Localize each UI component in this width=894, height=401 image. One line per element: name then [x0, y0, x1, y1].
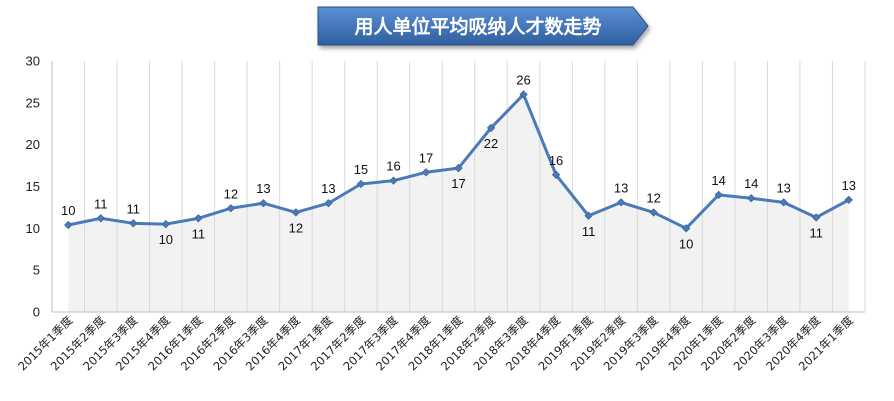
data-label: 10	[159, 232, 173, 247]
data-label: 13	[256, 181, 270, 196]
data-label: 16	[386, 159, 400, 174]
data-label: 12	[224, 186, 238, 201]
data-label: 11	[809, 225, 823, 240]
data-point	[779, 198, 788, 207]
data-point	[194, 214, 203, 223]
data-point	[747, 194, 756, 203]
data-point	[486, 123, 496, 133]
y-tick-label: 5	[33, 263, 40, 278]
data-point	[324, 199, 333, 208]
y-tick-label: 15	[26, 179, 40, 194]
data-point	[812, 213, 821, 222]
data-label: 17	[419, 150, 433, 165]
data-label: 13	[321, 181, 335, 196]
data-label: 10	[61, 203, 75, 218]
data-label: 22	[484, 136, 498, 151]
data-point	[584, 211, 593, 220]
data-label: 11	[582, 224, 596, 239]
data-label: 26	[516, 72, 530, 87]
data-point	[844, 195, 853, 205]
data-label: 15	[354, 162, 368, 177]
data-label: 17	[451, 176, 465, 191]
data-point	[161, 219, 170, 229]
data-label: 14	[744, 176, 758, 191]
data-label: 11	[192, 226, 206, 241]
data-point	[226, 204, 236, 213]
data-point	[129, 219, 138, 228]
data-point	[616, 198, 626, 207]
data-point	[421, 168, 431, 177]
data-label: 11	[94, 196, 108, 211]
data-label: 13	[776, 180, 790, 195]
area-fill	[68, 94, 849, 312]
data-point	[551, 170, 561, 179]
data-label: 13	[614, 180, 628, 195]
plot-area: 0510152025302015年1季度2015年2季度2015年3季度2015…	[15, 54, 866, 373]
data-point	[649, 208, 658, 217]
y-tick-label: 20	[26, 137, 40, 152]
data-point	[389, 176, 398, 185]
y-tick-label: 25	[26, 95, 40, 110]
data-point	[96, 214, 105, 223]
data-point	[356, 179, 366, 189]
y-tick-label: 30	[26, 54, 40, 69]
data-label: 10	[679, 236, 693, 251]
data-point	[454, 163, 463, 173]
data-label: 12	[289, 220, 303, 235]
y-tick-label: 10	[26, 221, 40, 236]
data-point	[681, 224, 691, 233]
title-banner: 用人单位平均吸纳人才数走势	[317, 6, 649, 46]
data-point	[64, 220, 73, 230]
data-point	[714, 190, 723, 200]
data-label: 14	[711, 173, 725, 188]
data-point	[259, 199, 268, 208]
title-banner-shape	[317, 6, 649, 46]
chart-title: 用人单位平均吸纳人才数走势	[354, 15, 601, 38]
data-label: 11	[127, 201, 141, 216]
data-label: 12	[646, 190, 660, 205]
y-tick-label: 0	[33, 305, 40, 320]
data-label: 16	[549, 153, 563, 168]
data-point	[519, 90, 528, 99]
data-point	[291, 208, 301, 217]
data-label: 13	[842, 178, 856, 193]
